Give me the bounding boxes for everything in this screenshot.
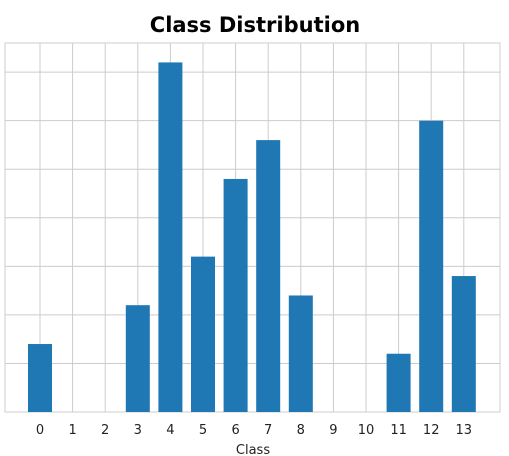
bar-class-4 <box>158 62 183 412</box>
x-tick-label: 4 <box>166 423 174 438</box>
x-tick-label: 6 <box>231 423 239 438</box>
bar-class-0 <box>28 344 52 412</box>
x-tick-labels: 0 1 2 3 4 5 6 7 8 9 10 11 12 13 <box>36 423 472 438</box>
x-tick-label: 8 <box>297 423 305 438</box>
bar-class-7 <box>256 140 281 412</box>
bars <box>28 62 476 413</box>
chart-title: Class Distribution <box>150 13 360 37</box>
bar-class-11 <box>386 353 411 412</box>
x-tick-label: 13 <box>456 423 473 438</box>
x-tick-label: 5 <box>199 423 207 438</box>
bar-class-12 <box>419 120 444 413</box>
x-tick-label: 1 <box>68 423 76 438</box>
x-tick-label: 10 <box>358 423 375 438</box>
x-axis-label: Class <box>236 443 270 456</box>
x-tick-label: 9 <box>329 423 337 438</box>
x-tick-label: 11 <box>390 423 407 438</box>
x-tick-label: 0 <box>36 423 44 438</box>
bar-class-5 <box>191 256 215 412</box>
bar-class-6 <box>223 178 248 412</box>
plot-frame <box>4 42 501 413</box>
x-tick-label: 2 <box>101 423 109 438</box>
x-tick-label: 7 <box>264 423 272 438</box>
x-tick-label: 3 <box>134 423 142 438</box>
bar-class-13 <box>451 276 476 412</box>
bar-class-8 <box>288 295 313 412</box>
x-tick-label: 12 <box>423 423 440 438</box>
bar-class-3 <box>125 305 150 412</box>
